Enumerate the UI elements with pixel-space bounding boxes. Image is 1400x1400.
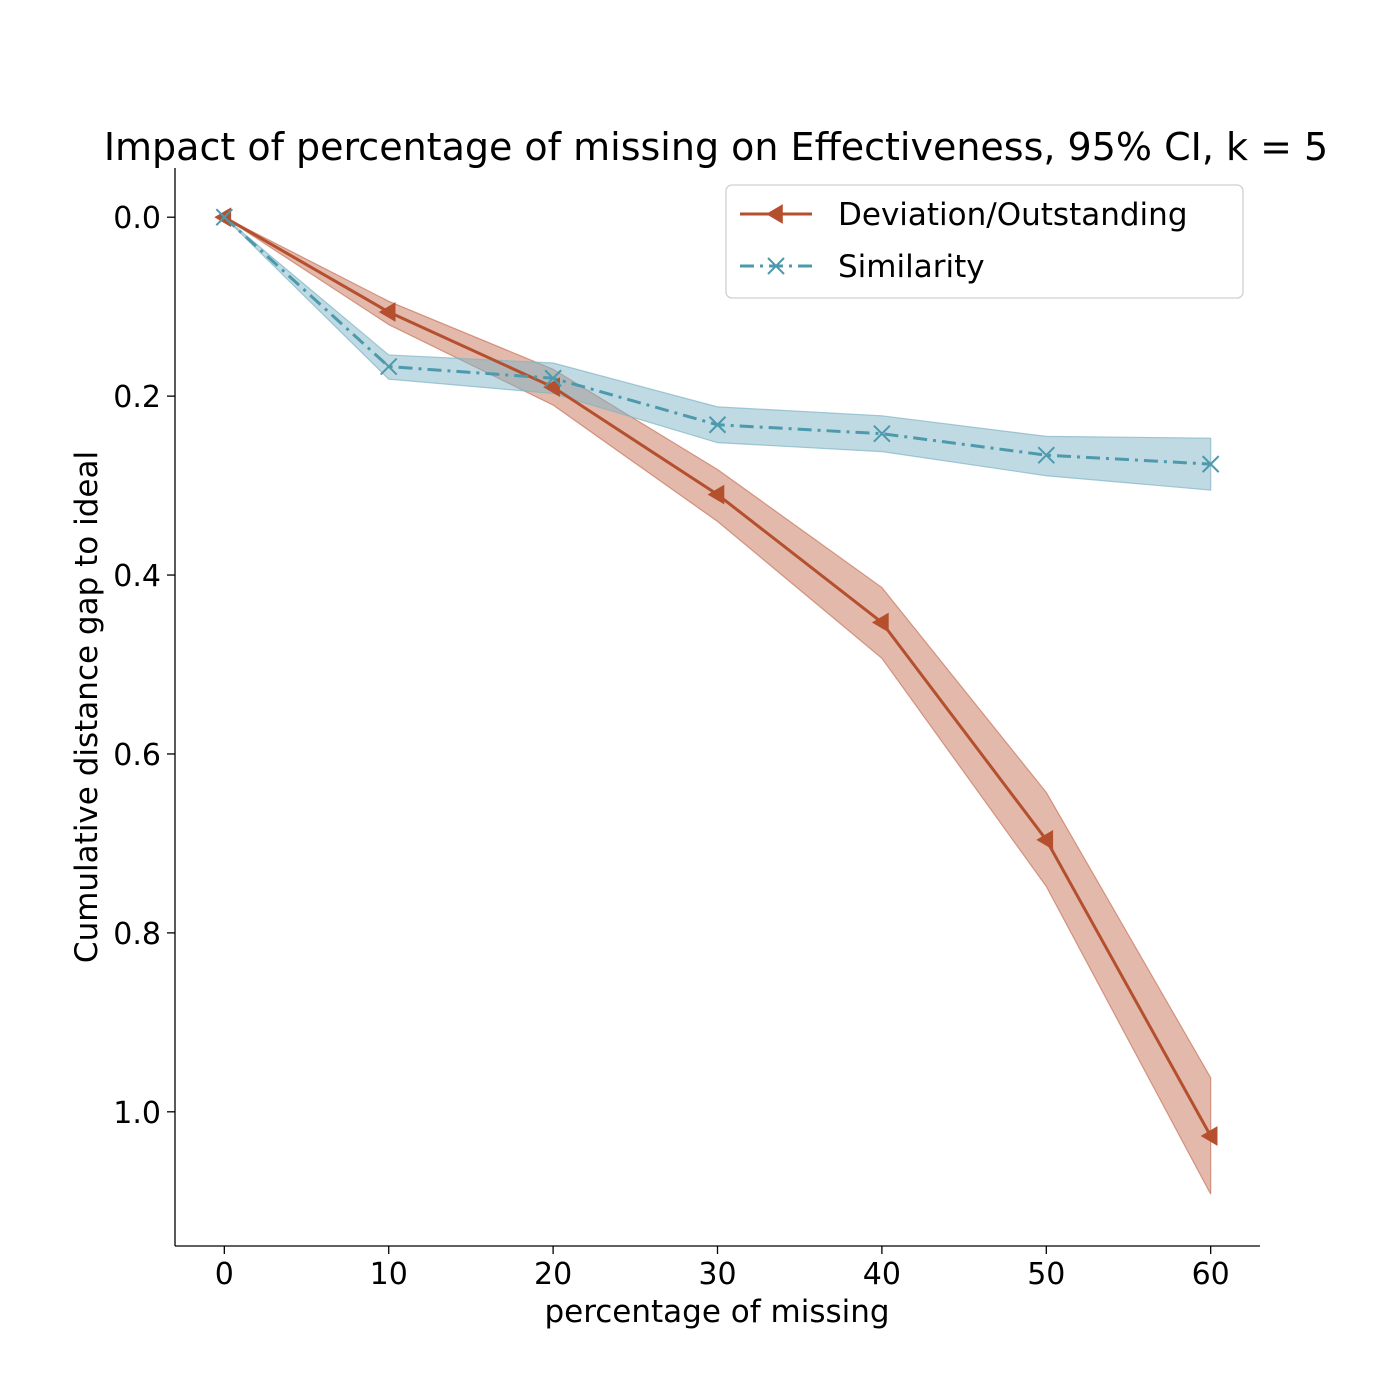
legend-marker-similarity [767, 257, 785, 275]
data-point-similarity [215, 208, 234, 226]
y-tick-label: 1.0 [113, 1096, 161, 1131]
legend: Deviation/Outstanding Similarity [725, 184, 1244, 299]
data-point-deviation-outstanding [1036, 829, 1054, 850]
data-point-similarity [544, 369, 562, 387]
data-point-deviation-outstanding [871, 612, 889, 633]
y-tick-label: 0.6 [113, 738, 161, 773]
data-point-similarity [380, 357, 398, 376]
legend-frame [725, 184, 1244, 299]
x-axis-ticks: 0 10 20 30 40 50 60 [215, 1246, 1230, 1292]
legend-label-deviation: Deviation/Outstanding [838, 197, 1188, 233]
legend-marker-similarity [767, 257, 785, 275]
y-tick-label: 0.0 [113, 201, 161, 236]
data-point-deviation-outstanding [707, 484, 725, 505]
chart-title: Impact of percentage of missing on Effec… [104, 125, 1328, 169]
x-tick-label: 50 [1027, 1257, 1065, 1292]
data-point-deviation-outstanding [378, 302, 396, 322]
legend-marker-deviation-outstanding [766, 204, 783, 224]
x-tick-label: 20 [534, 1257, 572, 1292]
data-point-similarity [873, 424, 891, 443]
data-point-deviation-outstanding [1200, 1126, 1218, 1146]
y-axis-ticks: 0.0 0.2 0.4 0.6 0.8 1.0 [113, 201, 175, 1131]
series-markers [214, 207, 1220, 1146]
x-axis-label: percentage of missing [544, 1294, 889, 1330]
y-tick-label: 0.8 [113, 917, 161, 952]
data-point-similarity [1201, 455, 1220, 473]
legend-marker-deviation [766, 204, 783, 224]
y-axis-label: Cumulative distance gap to ideal [69, 451, 105, 963]
x-tick-label: 30 [698, 1257, 736, 1292]
data-point-deviation-outstanding [543, 377, 560, 398]
x-tick-label: 10 [370, 1257, 408, 1292]
x-tick-label: 40 [863, 1257, 901, 1292]
data-point-similarity [1037, 446, 1055, 464]
x-tick-label: 0 [215, 1257, 234, 1292]
x-tick-label: 60 [1192, 1257, 1230, 1292]
legend-label-similarity: Similarity [838, 249, 985, 285]
y-tick-label: 0.2 [113, 380, 161, 415]
y-tick-label: 0.4 [113, 559, 161, 594]
data-point-similarity [708, 416, 727, 434]
ci-bands [223, 216, 1212, 1195]
